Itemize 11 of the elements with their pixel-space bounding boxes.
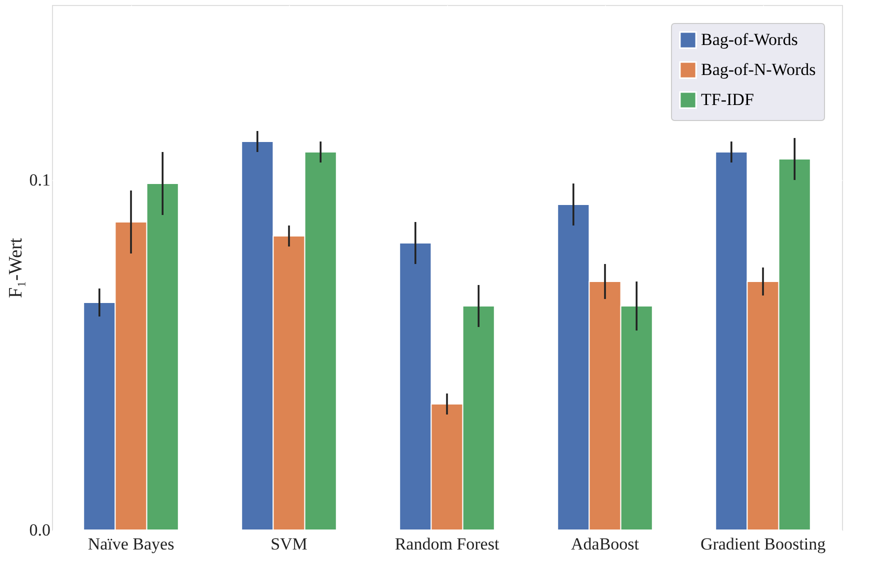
x-tick-label: Random Forest: [394, 534, 500, 554]
x-tick-label: Gradient Boosting: [700, 534, 826, 554]
legend-label: Bag-of-N-Words: [701, 60, 816, 79]
x-tick-label: AdaBoost: [571, 534, 640, 554]
legend-label: Bag-of-Words: [701, 30, 798, 49]
x-tick-label: Naïve Bayes: [88, 534, 174, 554]
x-tick-label: SVM: [270, 534, 308, 554]
y-tick-label: 0.0: [29, 520, 50, 540]
y-axis-title: F₁-Wert: [5, 237, 26, 298]
y-tick-label: 0.1: [29, 170, 50, 190]
legend-label: TF-IDF: [701, 90, 754, 109]
